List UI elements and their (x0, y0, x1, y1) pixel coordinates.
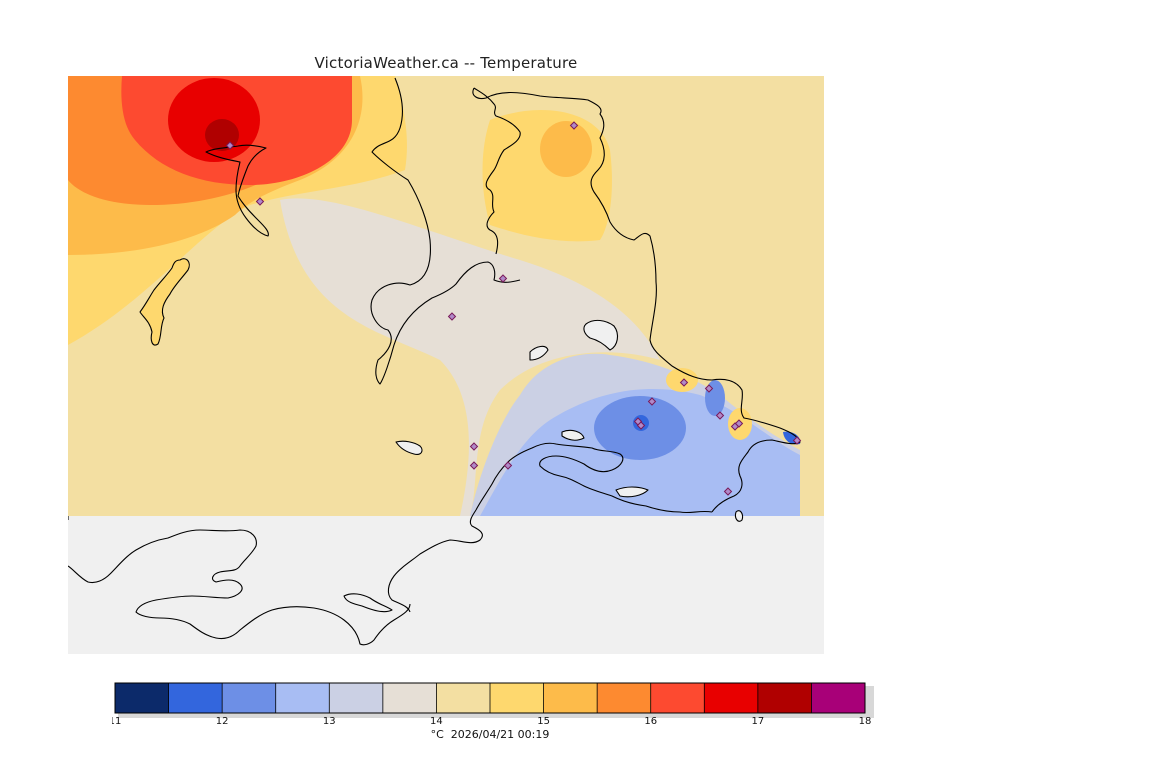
field-15-15.5 (540, 121, 592, 177)
legend-tick-label: 14 (430, 716, 443, 726)
island-james (583, 319, 619, 351)
station-marker (679, 378, 689, 387)
coastline-sooke (68, 529, 411, 646)
legend-tick-label: 11 (112, 716, 121, 726)
legend-swatch (115, 683, 170, 713)
island-portland (561, 429, 585, 441)
station-marker (704, 384, 714, 393)
legend-ticks: 11 12 13 14 15 16 17 18 (112, 716, 871, 726)
legend-swatch (382, 683, 437, 713)
legend-swatches (115, 683, 866, 713)
island-discovery (395, 440, 423, 455)
coastline-saanich-peninsula (473, 87, 521, 255)
timestamp-label: 2026/04/21 00:19 (450, 728, 550, 741)
station-marker (498, 274, 508, 283)
legend-tick-label: 18 (859, 716, 872, 726)
temperature-legend: 11 12 13 14 15 16 17 18 (112, 682, 874, 726)
field-14.5-15 (666, 368, 698, 392)
station-marker (715, 411, 725, 420)
station-marker (647, 397, 657, 406)
island-small (529, 345, 549, 361)
station-marker (792, 436, 802, 445)
legend-swatch (543, 683, 598, 713)
weather-stations (225, 121, 802, 496)
legend-swatch (811, 683, 866, 713)
station-marker (503, 461, 513, 470)
legend-frame (114, 682, 866, 714)
temperature-field (68, 76, 824, 516)
island-ladysmith-spit (205, 144, 269, 237)
station-marker (255, 197, 265, 206)
legend-swatch (597, 683, 652, 713)
island-chatham (734, 510, 744, 522)
legend-swatch (222, 683, 277, 713)
coastline-victoria-harbour (475, 442, 713, 514)
coastline-sidney (472, 87, 801, 513)
legend-tick-label: 13 (323, 716, 336, 726)
island-victoria-inlet (615, 486, 649, 498)
station-marker (469, 461, 479, 470)
legend-swatch (436, 683, 491, 713)
station-marker (636, 421, 646, 430)
island-saltspring-tip (139, 258, 190, 346)
legend-tick-label: 16 (644, 716, 657, 726)
legend-tick-label: 15 (537, 716, 550, 726)
coastline-saanich-inlet (370, 77, 521, 385)
legend-swatch (275, 683, 330, 713)
station-marker (447, 312, 457, 321)
legend-swatch (704, 683, 759, 713)
island-sooke-spit (343, 593, 393, 613)
legend-swatch (757, 683, 812, 713)
coastlines (68, 77, 801, 646)
station-marker (225, 141, 235, 150)
legend-swatch (168, 683, 223, 713)
legend-swatch (329, 683, 384, 713)
legend-swatch (490, 683, 545, 713)
temperature-map (68, 76, 824, 654)
field-13.5-14 (280, 198, 660, 516)
station-marker (734, 419, 744, 428)
coastline-esquimalt (387, 509, 483, 613)
unit-label: °C (430, 728, 444, 741)
legend-swatch (650, 683, 705, 713)
islands (139, 144, 744, 613)
map-title: VictoriaWeather.ca -- Temperature (314, 54, 578, 72)
station-marker (469, 442, 479, 451)
legend-tick-label: 12 (216, 716, 229, 726)
chart-footer: °C 2026/04/21 00:19 (0, 728, 980, 741)
station-marker (723, 487, 733, 496)
legend-tick-label: 17 (751, 716, 764, 726)
station-marker (569, 121, 579, 130)
